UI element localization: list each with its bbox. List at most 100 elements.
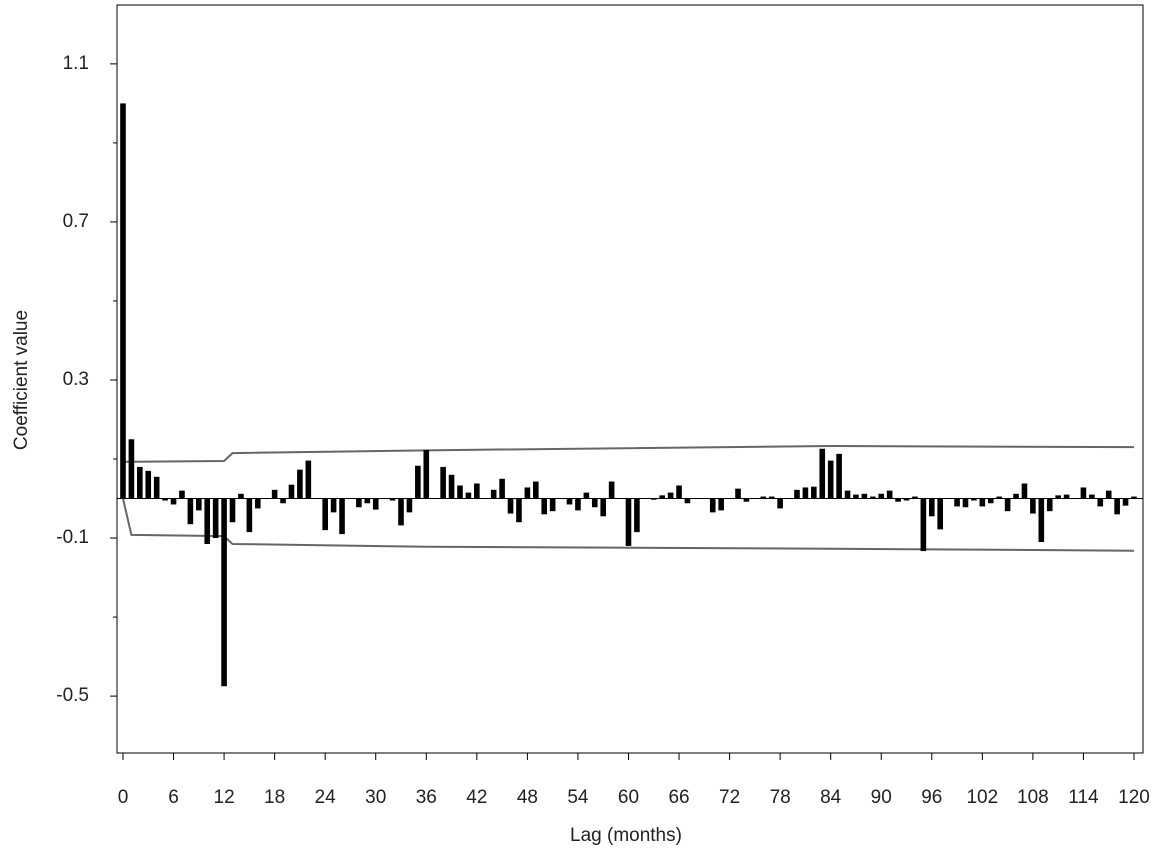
- bar: [389, 498, 396, 501]
- bar: [836, 453, 842, 499]
- x-tick-label: 96: [921, 787, 942, 808]
- x-tick-label: 48: [517, 787, 538, 808]
- bar: [549, 498, 556, 512]
- y-tick-label: -0.1: [56, 527, 89, 548]
- bar: [726, 498, 733, 500]
- bar: [305, 460, 312, 499]
- bar: [1122, 498, 1129, 506]
- bar: [280, 498, 286, 504]
- x-tick-label: 6: [168, 787, 179, 808]
- bar: [1046, 498, 1053, 512]
- bar: [297, 469, 303, 499]
- bar: [811, 486, 817, 499]
- bar: [870, 496, 876, 499]
- x-tick-label: 0: [118, 787, 129, 808]
- bar: [474, 483, 480, 499]
- bar: [617, 498, 623, 500]
- bar: [1089, 494, 1095, 499]
- bar: [701, 498, 708, 500]
- y-tick-label: 0.7: [63, 211, 89, 232]
- bar: [558, 498, 564, 500]
- bar: [254, 498, 261, 509]
- bar: [777, 498, 783, 509]
- x-tick-label: 102: [966, 787, 998, 808]
- bar: [1030, 498, 1036, 514]
- bar: [533, 481, 539, 499]
- bar: [347, 498, 354, 500]
- bar: [440, 466, 446, 499]
- bar: [271, 489, 278, 499]
- bar: [153, 476, 160, 499]
- bar: [448, 474, 455, 499]
- bar: [1097, 498, 1104, 507]
- bar: [718, 498, 724, 511]
- bar: [162, 498, 168, 501]
- bar: [187, 498, 194, 525]
- bar: [406, 498, 413, 513]
- x-tick-label: 114: [1068, 787, 1099, 808]
- bar: [912, 496, 918, 499]
- bar: [743, 498, 750, 502]
- bar: [381, 498, 387, 500]
- bar: [735, 488, 741, 499]
- bar: [844, 490, 851, 499]
- bar: [330, 498, 337, 513]
- bar: [465, 492, 472, 499]
- bar: [684, 498, 691, 504]
- x-tick-label: 42: [466, 787, 487, 808]
- bar: [313, 498, 320, 500]
- bar: [650, 498, 657, 500]
- x-tick-label: 66: [668, 787, 689, 808]
- bar: [229, 498, 236, 523]
- bar: [238, 493, 244, 499]
- bar: [878, 493, 885, 499]
- bar: [861, 493, 868, 499]
- bar: [1105, 490, 1112, 499]
- bar: [482, 498, 489, 500]
- bar: [145, 470, 152, 499]
- bar: [1080, 487, 1087, 499]
- confidence-band: [122, 444, 1134, 463]
- bar: [760, 496, 767, 499]
- bar: [431, 498, 438, 500]
- bar: [1114, 498, 1120, 515]
- bar: [1038, 498, 1045, 542]
- bar: [903, 498, 910, 501]
- bar: [179, 490, 185, 499]
- bar: [819, 448, 826, 499]
- bar: [676, 485, 682, 499]
- y-tick-label: 0.3: [63, 369, 89, 390]
- bar: [246, 498, 253, 533]
- bar: [423, 449, 430, 499]
- bar: [398, 498, 404, 526]
- bar: [945, 498, 952, 500]
- bar: [667, 492, 674, 499]
- bar: [928, 498, 935, 517]
- bar: [752, 498, 758, 500]
- x-tick-label: 30: [365, 787, 386, 808]
- bar: [356, 498, 362, 508]
- bar: [987, 498, 994, 504]
- bar: [1131, 496, 1137, 499]
- bar: [920, 498, 927, 552]
- bar: [768, 496, 775, 499]
- bar: [221, 498, 227, 687]
- bar: [1055, 495, 1061, 499]
- bar: [128, 439, 135, 499]
- bar: [204, 498, 211, 544]
- x-tick-label: 12: [214, 787, 235, 808]
- x-tick-label: 78: [770, 787, 791, 808]
- x-tick-label: 24: [315, 787, 337, 808]
- bar: [853, 494, 859, 499]
- bar: [507, 498, 514, 514]
- bar: [608, 481, 615, 499]
- plot-frame: [116, 4, 1144, 754]
- bar: [954, 498, 960, 507]
- x-tick-label: 60: [618, 787, 639, 808]
- bar: [1013, 493, 1019, 499]
- bar: [802, 487, 809, 499]
- bar: [1004, 498, 1011, 512]
- bar: [962, 498, 969, 508]
- bar: [541, 498, 548, 515]
